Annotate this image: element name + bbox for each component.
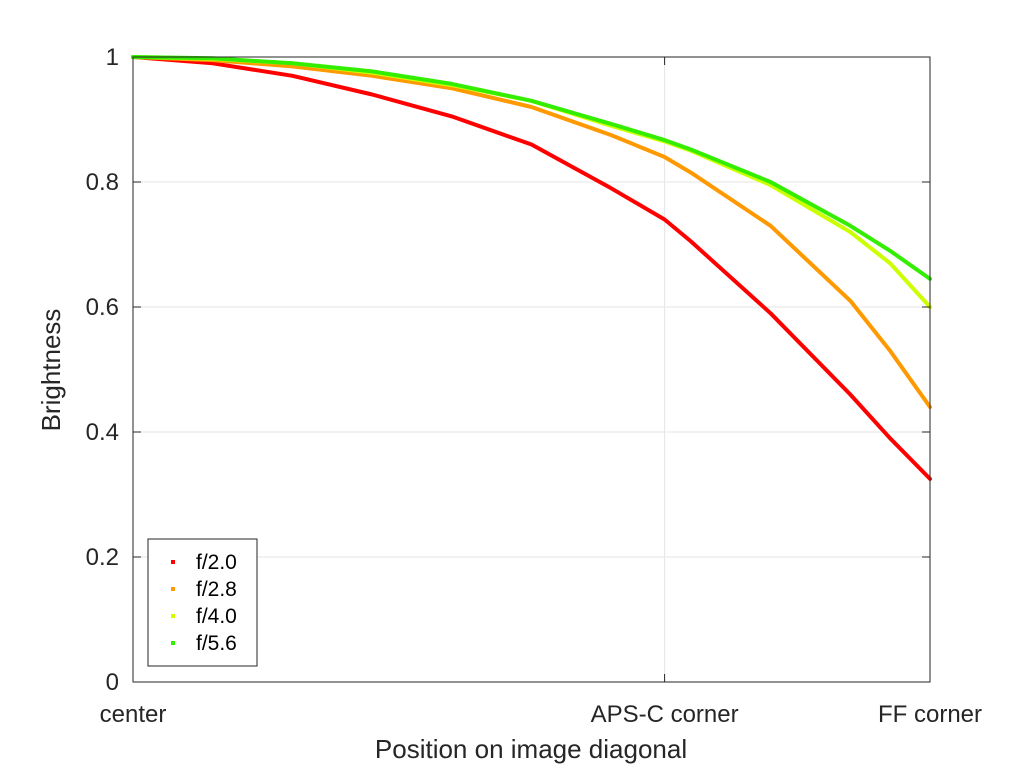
- y-tick-label: 0.4: [86, 419, 119, 446]
- y-axis-label: Brightness: [36, 309, 66, 432]
- plot-frame: [132, 56, 931, 683]
- x-tick-label: FF corner: [878, 701, 982, 728]
- legend-swatch: [171, 560, 175, 564]
- series-layer: [131, 55, 932, 481]
- legend-swatch: [171, 641, 175, 645]
- x-tick-labels: center APS-C corner FF corner: [100, 701, 982, 728]
- series-line-f20: [131, 55, 932, 481]
- legend-label: f/5.6: [196, 632, 237, 655]
- legend-label: f/2.8: [196, 578, 237, 601]
- series-line-f56: [131, 55, 932, 281]
- legend-swatch: [171, 614, 175, 618]
- x-axis-label: Position on image diagonal: [375, 734, 687, 764]
- y-tick-labels: 0 0.2 0.4 0.6 0.8 1: [86, 44, 119, 696]
- x-tick-label: APS-C corner: [591, 701, 739, 728]
- legend: f/2.0 f/2.8 f/4.0 f/5.6: [147, 538, 258, 667]
- legend-box: [147, 538, 258, 667]
- series-line-f28: [131, 55, 932, 409]
- axis-ticks: [132, 56, 931, 683]
- legend-label: f/4.0: [196, 605, 237, 628]
- y-tick-label: 0.2: [86, 544, 119, 571]
- y-tick-label: 0: [106, 669, 119, 696]
- y-tick-label: 0.6: [86, 294, 119, 321]
- legend-label: f/2.0: [196, 551, 237, 574]
- y-tick-label: 0.8: [86, 169, 119, 196]
- x-tick-label: center: [100, 701, 167, 728]
- y-tick-label: 1: [106, 44, 119, 71]
- legend-swatch: [171, 587, 175, 591]
